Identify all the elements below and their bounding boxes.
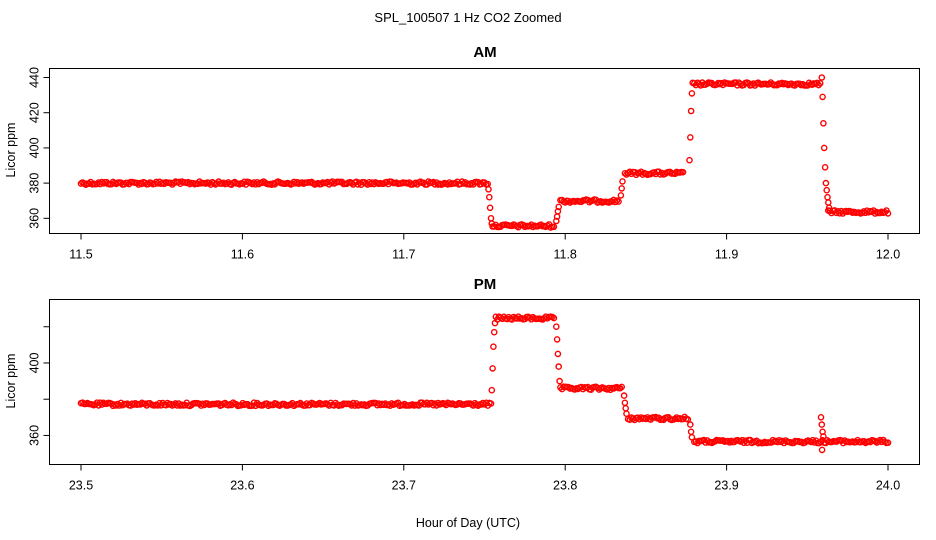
am-x-tick-label: 11.6 xyxy=(231,248,254,262)
pm-segment-1-point xyxy=(550,314,558,322)
am-segment-3-point xyxy=(679,168,687,176)
pm-x-tick-label: 24.0 xyxy=(876,479,900,493)
pm-y-axis-label: Licor ppm xyxy=(4,354,18,409)
am-transition-point xyxy=(485,193,493,201)
pm-x-tick-label: 23.5 xyxy=(69,479,93,493)
am-transition-point xyxy=(618,185,626,192)
am-segment-0-point xyxy=(135,181,142,188)
pm-transition-point xyxy=(687,428,695,436)
am-transition-point xyxy=(688,90,696,97)
am-data-points xyxy=(77,74,892,231)
am-x-tick-label: 11.9 xyxy=(715,248,738,262)
am-x-tick-label: 11.8 xyxy=(553,248,576,262)
am-segment-5-point xyxy=(881,208,889,216)
am-transition-point xyxy=(821,163,829,171)
am-x-axis: 11.5 11.6 11.7 11.8 11.9 12.0 xyxy=(69,233,900,262)
am-x-tick-label: 11.7 xyxy=(392,248,415,262)
am-panel: AM Licor ppm 11.5 11.6 11.7 11.8 11.9 12.0 36… xyxy=(4,44,920,262)
am-transition-point xyxy=(617,192,625,199)
pm-transition-point xyxy=(687,421,694,428)
pm-transition-point xyxy=(489,365,496,372)
am-transition-point xyxy=(686,156,693,164)
x-axis-label: Hour of Day (UTC) xyxy=(416,516,520,530)
pm-transition-point xyxy=(491,319,499,327)
am-transition-point xyxy=(687,107,695,115)
pm-y-axis: 360 400 xyxy=(28,326,50,446)
pm-transition-point xyxy=(688,433,696,441)
pm-transition-point xyxy=(490,328,498,336)
am-transition-point xyxy=(555,203,563,211)
am-segment-2-point xyxy=(615,198,622,205)
am-y-tick-label: 440 xyxy=(28,67,42,88)
pm-transition-point xyxy=(818,446,826,454)
pm-transition-point xyxy=(490,343,497,351)
pm-transition-point xyxy=(820,433,827,440)
am-plot-frame xyxy=(49,68,920,234)
am-y-tick-label: 400 xyxy=(28,137,42,158)
pm-panel: PM Licor ppm 23.5 23.6 23.7 23.8 23.9 24.0 36… xyxy=(4,276,920,493)
am-transition-point xyxy=(822,179,830,187)
pm-panel-title: PM xyxy=(474,276,497,293)
pm-segment-0-point xyxy=(487,400,495,407)
am-y-tick-label: 380 xyxy=(28,173,42,194)
pm-transition-point xyxy=(553,323,560,331)
am-segment-4-point xyxy=(816,80,824,87)
am-transition-point xyxy=(820,144,828,152)
am-y-axis-label: Licor ppm xyxy=(4,123,18,178)
am-transition-point xyxy=(825,204,833,212)
am-transition-point xyxy=(486,204,494,212)
am-segment-5-point xyxy=(884,210,892,217)
am-transition-point xyxy=(824,193,831,201)
am-y-axis: 360 380 400 420 440 xyxy=(28,67,50,229)
pm-transition-point xyxy=(556,377,563,385)
figure-title: SPL_100507 1 Hz CO2 Zoomed xyxy=(374,10,561,25)
pm-transition-point xyxy=(623,410,630,418)
pm-transition-point xyxy=(622,404,630,412)
pm-transition-point xyxy=(818,421,826,428)
am-y-tick-label: 360 xyxy=(28,208,42,229)
am-transition-point xyxy=(818,74,826,81)
am-transition-point xyxy=(819,93,826,101)
pm-y-tick-label: 400 xyxy=(28,353,42,374)
pm-segment-0-point xyxy=(112,402,120,409)
pm-plot-frame xyxy=(49,299,920,465)
am-x-tick-label: 11.5 xyxy=(69,248,92,262)
am-transition-point xyxy=(485,185,492,193)
pm-x-tick-label: 23.9 xyxy=(714,479,738,493)
am-y-tick-label: 420 xyxy=(28,102,42,123)
am-x-tick-label: 12.0 xyxy=(876,248,900,262)
am-transition-point xyxy=(687,134,694,141)
pm-transition-point xyxy=(620,392,628,399)
am-segment-2-point xyxy=(611,198,619,206)
pm-segment-4-point xyxy=(775,436,783,444)
pm-transition-point xyxy=(555,363,563,370)
am-transition-point xyxy=(820,120,827,127)
pm-x-tick-label: 23.8 xyxy=(553,479,577,493)
am-transition-point xyxy=(488,220,496,227)
pm-transition-point xyxy=(817,413,825,421)
am-transition-point xyxy=(487,214,495,222)
pm-y-tick-label: 360 xyxy=(28,425,42,446)
pm-x-axis: 23.5 23.6 23.7 23.8 23.9 24.0 xyxy=(69,464,900,493)
pm-segment-4-point xyxy=(884,439,892,447)
pm-x-tick-label: 23.6 xyxy=(230,479,254,493)
pm-transition-point xyxy=(488,386,496,394)
am-segment-0-point xyxy=(481,179,488,186)
am-transition-point xyxy=(823,186,831,194)
am-transition-point xyxy=(825,199,832,206)
am-transition-point xyxy=(619,178,626,185)
pm-transition-point xyxy=(621,399,629,407)
pm-data-points xyxy=(77,313,892,454)
pm-segment-2-point xyxy=(618,383,626,391)
am-panel-title: AM xyxy=(473,44,496,61)
am-segment-1-point xyxy=(550,223,558,231)
pm-transition-point xyxy=(553,336,561,343)
pm-segment-3-point xyxy=(684,416,692,423)
pm-transition-point xyxy=(554,350,562,358)
pm-x-tick-label: 23.7 xyxy=(392,479,416,493)
